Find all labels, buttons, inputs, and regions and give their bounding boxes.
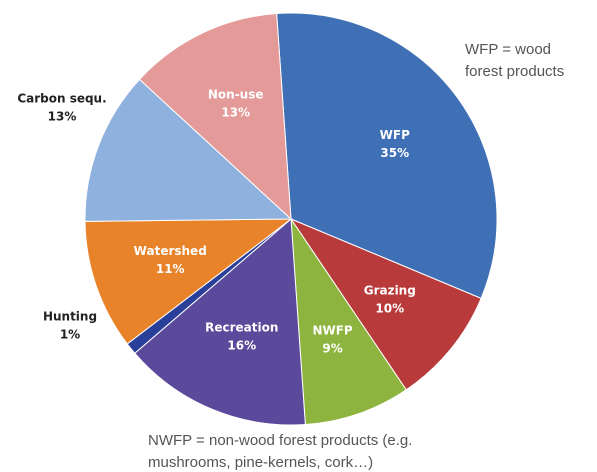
pie-slice: [138, 12, 292, 221]
slice-value-label: 35%: [380, 146, 409, 160]
slice-label: WFP: [380, 128, 410, 142]
pie-slice: [84, 78, 293, 222]
slice-value-label: 16%: [227, 338, 256, 352]
annotation: mushrooms, pine-kernels, cork…): [148, 454, 373, 471]
slice-label: NWFP: [312, 323, 352, 337]
pie-slice: [134, 217, 306, 426]
slice-value-label: 11%: [156, 262, 185, 276]
slice-value-label: 9%: [322, 341, 342, 355]
pie-slice: [290, 217, 407, 426]
slice-value-label: 1%: [60, 328, 80, 342]
annotation: forest products: [465, 63, 564, 80]
slice-value-label: 10%: [375, 301, 404, 315]
slice-label: Carbon sequ.: [17, 92, 106, 106]
slice-label: Grazing: [364, 283, 416, 297]
slice-label: Recreation: [205, 320, 278, 334]
slice-label: Hunting: [43, 310, 97, 324]
annotation: WFP = wood: [465, 41, 551, 58]
slice-label: Non-use: [208, 87, 264, 101]
slice-value-label: 13%: [221, 105, 250, 119]
slice-value-label: 13%: [48, 110, 77, 124]
annotation: NWFP = non-wood forest products (e.g.: [148, 432, 412, 449]
pie-slice: [84, 218, 293, 345]
slice-label: Watershed: [134, 244, 207, 258]
pie-slice: [289, 217, 482, 391]
pie-slice: [276, 12, 498, 300]
